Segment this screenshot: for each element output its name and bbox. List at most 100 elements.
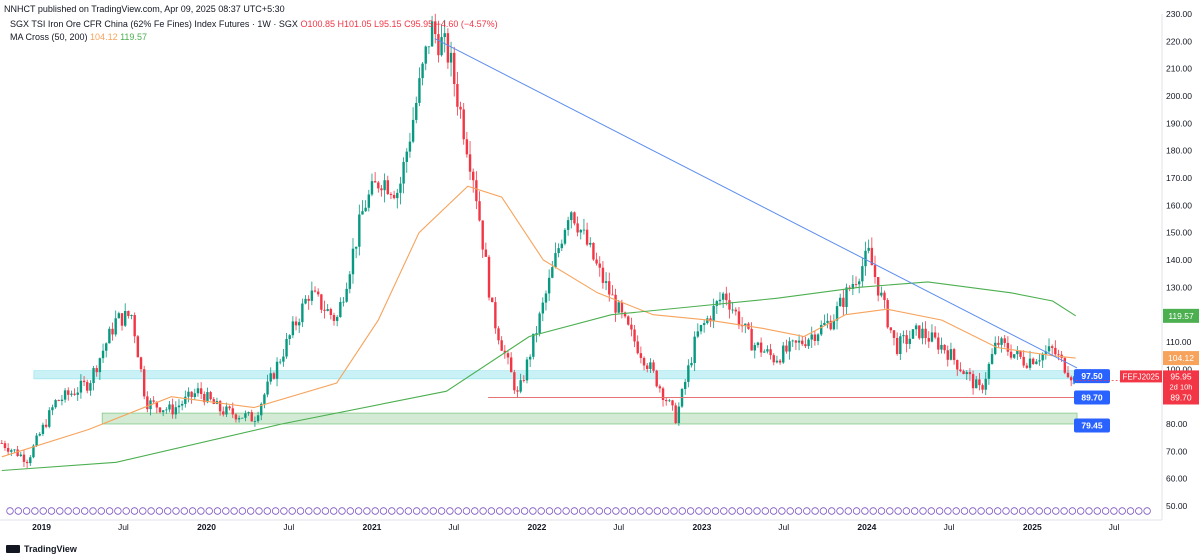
candle-body <box>465 139 469 155</box>
time-axis[interactable]: 2019 Jul 2020 Jul 2021 Jul 2022 Jul 2023 Jul 2024 J… <box>32 522 1120 532</box>
event-marker <box>371 507 379 515</box>
candle-body <box>437 34 440 56</box>
candle-body <box>889 327 893 331</box>
candle-body <box>642 357 646 366</box>
candle-body <box>263 394 266 404</box>
candle-body <box>1044 351 1048 354</box>
candle-body <box>203 393 206 403</box>
candle-body <box>158 407 162 413</box>
indicator-legend[interactable]: MA Cross (50, 200) 104.12 119.57 <box>10 31 147 43</box>
candle-body <box>1047 346 1051 352</box>
event-marker <box>197 507 205 515</box>
event-marker <box>238 507 247 515</box>
event-marker <box>80 507 89 515</box>
candle-body <box>892 330 896 338</box>
symbol-legend[interactable]: SGX TSI Iron Ore CFR China (62% Fe Fines… <box>10 18 498 30</box>
candle-body <box>987 363 991 379</box>
event-marker <box>828 507 836 515</box>
candle-body <box>1066 372 1070 378</box>
candle-body <box>525 359 529 381</box>
candle-body <box>247 412 250 414</box>
candle-body <box>35 435 38 446</box>
event-marker <box>330 507 338 515</box>
candle-body <box>101 350 105 359</box>
support-axis-label-text: 89.70 <box>1170 392 1192 402</box>
candle-body <box>854 284 858 285</box>
candle-body <box>883 292 886 301</box>
event-marker <box>421 507 429 515</box>
event-marker <box>114 507 122 515</box>
candle-body <box>120 313 124 326</box>
y-tick-label: 210.00 <box>1166 64 1192 74</box>
candle-body <box>139 357 143 370</box>
candle-body <box>161 410 165 413</box>
candle-body <box>516 390 519 392</box>
candle-body <box>652 362 655 371</box>
candle-body <box>1063 357 1067 373</box>
candle-body <box>797 340 801 343</box>
candle-body <box>551 267 554 278</box>
candle-body <box>728 300 731 310</box>
x-tick-label: Jul <box>448 522 459 532</box>
candle-body <box>756 342 760 346</box>
candle-body <box>699 325 703 332</box>
event-marker <box>1126 507 1135 515</box>
event-marker <box>379 507 388 515</box>
candle-body <box>873 265 877 278</box>
event-marker <box>39 507 47 515</box>
candle-body <box>725 293 728 301</box>
event-marker <box>14 507 22 515</box>
candle-body <box>1050 346 1054 348</box>
candle-body <box>513 372 516 391</box>
candle-body <box>456 84 459 107</box>
x-tick-label: Jul <box>944 522 955 532</box>
x-tick-label: 2023 <box>692 522 711 532</box>
event-marker <box>487 507 496 515</box>
event-marker <box>188 507 197 515</box>
x-tick-label: Jul <box>283 522 294 532</box>
event-marker <box>512 507 520 515</box>
candle-body <box>579 229 582 233</box>
candle-body <box>902 335 905 337</box>
candle-body <box>285 338 288 357</box>
tradingview-logo[interactable]: TradingView <box>6 544 77 554</box>
event-marker <box>1052 507 1060 515</box>
price-axis[interactable]: 50.0060.0070.0080.0090.00100.00110.00120… <box>1166 9 1192 511</box>
candle-body <box>946 350 949 360</box>
candle-body <box>206 392 209 403</box>
event-marker <box>520 507 529 515</box>
candle-body <box>180 403 184 406</box>
y-tick-label: 170.00 <box>1166 173 1192 183</box>
event-marker <box>471 507 479 515</box>
price-axis-label-bg <box>1163 370 1199 393</box>
candle-body <box>845 287 848 307</box>
candle-body <box>60 399 64 401</box>
candle-body <box>573 212 576 224</box>
candle-body <box>674 405 677 424</box>
candle-body <box>611 294 614 296</box>
candle-body <box>930 332 934 342</box>
candle-body <box>497 328 500 341</box>
candle-body <box>997 342 1000 345</box>
candle-body <box>880 292 883 296</box>
candle-body <box>554 253 557 268</box>
candle-body <box>522 380 526 381</box>
event-marker <box>811 507 819 515</box>
candle-body <box>965 372 968 375</box>
candle-body <box>582 229 586 231</box>
event-marker <box>728 507 736 515</box>
candle-body <box>335 316 339 321</box>
indicator-name[interactable]: MA Cross (50, 200) <box>10 32 88 42</box>
candle-body <box>462 109 465 140</box>
symbol-title[interactable]: SGX TSI Iron Ore CFR China (62% Fe Fines… <box>10 19 298 29</box>
candle-body <box>396 192 399 199</box>
candle-body <box>557 248 560 254</box>
y-tick-label: 230.00 <box>1166 9 1192 19</box>
candle-body <box>123 310 127 326</box>
event-marker <box>736 507 745 515</box>
ma50-axis-label-bg <box>1163 351 1199 366</box>
candle-body <box>193 393 196 398</box>
event-marker <box>1068 507 1077 515</box>
